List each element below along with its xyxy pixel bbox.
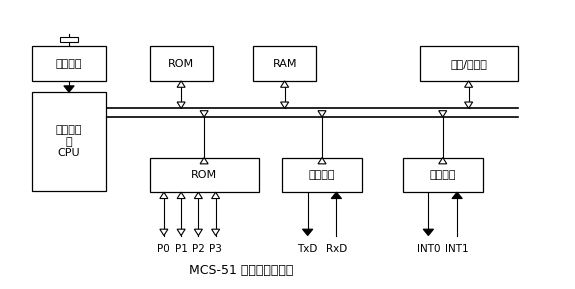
Text: RAM: RAM (273, 59, 297, 68)
Text: P2: P2 (192, 244, 205, 254)
Text: TxD: TxD (297, 244, 318, 254)
Text: P1: P1 (175, 244, 187, 254)
Polygon shape (212, 229, 220, 236)
Text: ROM: ROM (191, 170, 217, 180)
Text: 中央处理
器
CPU: 中央处理 器 CPU (56, 125, 82, 158)
Polygon shape (318, 158, 326, 164)
Bar (150, 158, 259, 192)
Polygon shape (439, 158, 447, 164)
Text: 串行接口: 串行接口 (309, 170, 335, 180)
Bar (60, 37, 78, 42)
Bar (282, 158, 362, 192)
Polygon shape (465, 102, 473, 108)
Polygon shape (177, 229, 185, 236)
Polygon shape (452, 192, 462, 199)
Text: P3: P3 (209, 244, 222, 254)
Polygon shape (281, 81, 289, 87)
Text: P0: P0 (158, 244, 170, 254)
Polygon shape (465, 81, 473, 87)
Polygon shape (194, 229, 202, 236)
Polygon shape (194, 192, 202, 199)
Polygon shape (302, 229, 313, 236)
Polygon shape (200, 158, 208, 164)
Text: INT1: INT1 (445, 244, 469, 254)
Polygon shape (331, 192, 342, 199)
Polygon shape (423, 229, 434, 236)
Polygon shape (212, 192, 220, 199)
Polygon shape (177, 81, 185, 87)
Text: 时钟电路: 时钟电路 (56, 59, 82, 68)
Polygon shape (318, 111, 326, 117)
Polygon shape (160, 229, 168, 236)
Text: RxD: RxD (326, 244, 347, 254)
Polygon shape (64, 86, 74, 92)
Text: 定时/计算器: 定时/计算器 (450, 59, 487, 68)
Bar (32, 92, 106, 191)
Bar (402, 158, 483, 192)
Text: MCS-51 单片机结构框图: MCS-51 单片机结构框图 (189, 264, 294, 277)
Bar (420, 46, 518, 81)
Polygon shape (160, 192, 168, 199)
Polygon shape (439, 111, 447, 117)
Text: ROM: ROM (168, 59, 194, 68)
Polygon shape (281, 102, 289, 108)
Polygon shape (177, 102, 185, 108)
Bar (32, 46, 106, 81)
Polygon shape (200, 111, 208, 117)
Bar (150, 46, 213, 81)
Text: 中断系统: 中断系统 (430, 170, 456, 180)
Polygon shape (177, 192, 185, 199)
Bar (253, 46, 316, 81)
Text: INT0: INT0 (417, 244, 440, 254)
